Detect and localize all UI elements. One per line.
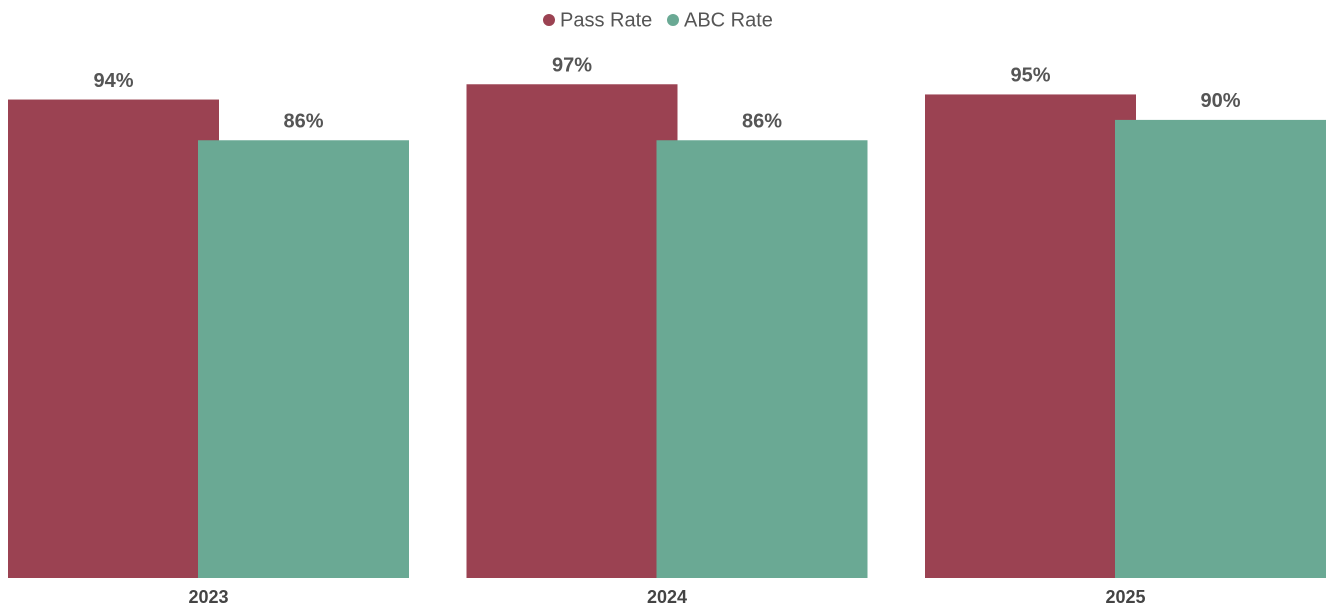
- legend-marker: [543, 14, 555, 26]
- value-label: 86%: [283, 111, 323, 133]
- value-label: 94%: [93, 70, 133, 92]
- bar: [656, 140, 868, 578]
- bar: [1115, 119, 1326, 579]
- bar: [8, 99, 219, 578]
- bar: [466, 84, 678, 579]
- value-label: 86%: [742, 111, 782, 133]
- legend-label: Pass Rate: [560, 9, 652, 31]
- bar: [198, 140, 409, 578]
- legend-marker: [667, 14, 679, 26]
- bar: [925, 94, 1136, 578]
- x-tick-label: 2025: [1105, 587, 1145, 607]
- x-tick-label: 2024: [647, 587, 687, 607]
- value-label: 97%: [552, 55, 592, 77]
- x-tick-label: 2023: [188, 587, 228, 607]
- value-label: 95%: [1010, 65, 1050, 87]
- legend-label: ABC Rate: [684, 9, 773, 31]
- value-label: 90%: [1200, 90, 1240, 112]
